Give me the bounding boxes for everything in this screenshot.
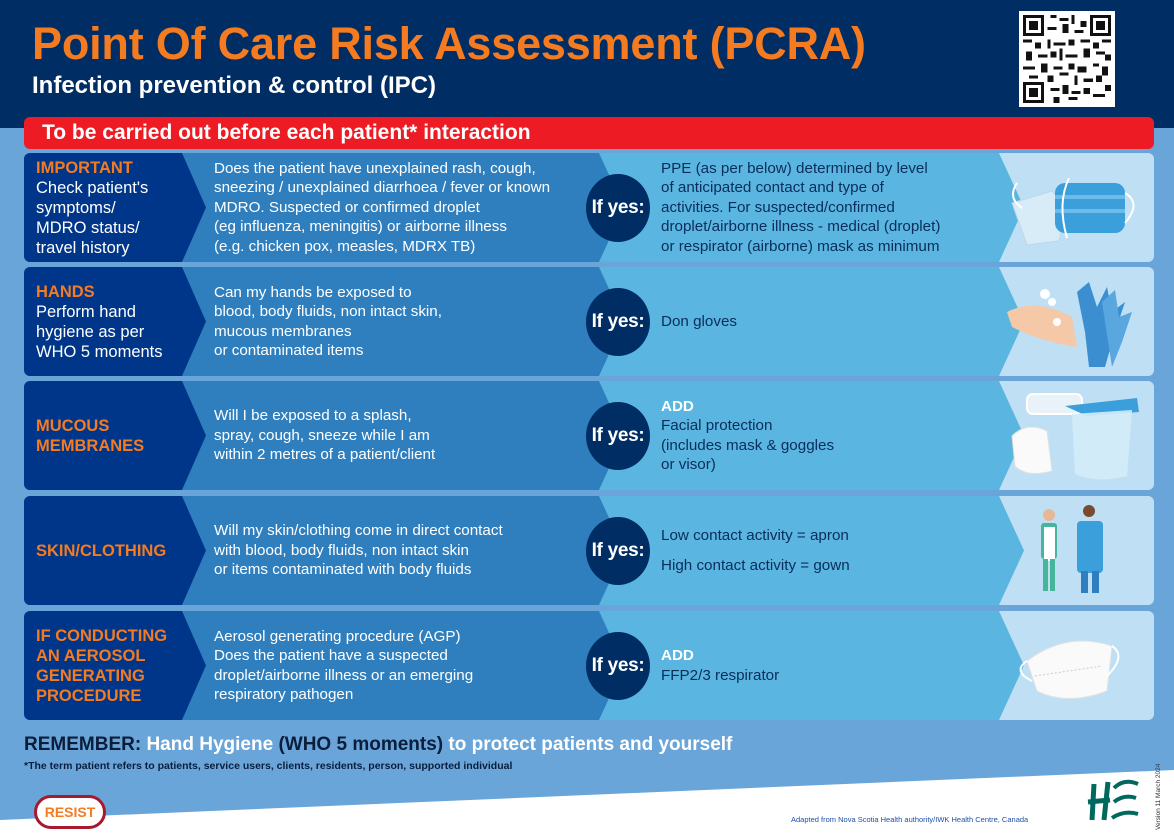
header: Point Of Care Risk Assessment (PCRA) Inf… [0, 0, 1174, 128]
add-label: ADD [661, 397, 694, 415]
row-category: MUCOUS MEMBRANES [36, 381, 186, 490]
face-shield-icon [989, 381, 1154, 490]
row-answer: ADD Facial protection (includes mask & g… [661, 381, 991, 490]
page-title: Point Of Care Risk Assessment (PCRA) [32, 18, 866, 69]
row-answer: PPE (as per below) determined by level o… [661, 159, 941, 255]
version-text: Version 11 March 2024 [1155, 763, 1162, 830]
category-heading: IF CONDUCTING [36, 626, 168, 645]
qr-code-icon[interactable] [1019, 11, 1115, 107]
category-heading: SKIN/CLOTHING [36, 541, 167, 560]
if-yes-badge: If yes: [586, 516, 650, 585]
row-question: Will I be exposed to a splash, spray, co… [214, 407, 436, 464]
assessment-row-important: IMPORTANT Check patient's symptoms/ MDRO… [24, 153, 1154, 262]
hse-logo-icon [1082, 776, 1142, 826]
apron-gown-icon [989, 496, 1154, 605]
adapted-credit: Adapted from Nova Scotia Health authorit… [791, 815, 1029, 824]
assessment-row-mucous-membranes: MUCOUS MEMBRANES Will I be exposed to a … [24, 381, 1154, 490]
add-label: ADD [661, 647, 694, 664]
category-heading: IMPORTANT [36, 158, 133, 177]
assessment-row-aerosol-procedure: IF CONDUCTING AN AEROSOL GENERATING PROC… [24, 611, 1154, 720]
resist-logo: RESIST [34, 795, 106, 829]
category-heading: MUCOUS [36, 416, 110, 435]
gloves-icon [989, 267, 1154, 376]
row-category: SKIN/CLOTHING [36, 496, 186, 605]
masks-icon [989, 153, 1154, 262]
row-category: IMPORTANT Check patient's symptoms/ MDRO… [36, 153, 186, 262]
if-yes-badge: If yes: [586, 173, 650, 242]
footer-swoosh [0, 770, 1174, 835]
if-yes-badge: If yes: [586, 287, 650, 356]
if-yes-badge: If yes: [586, 401, 650, 470]
row-category: HANDS Perform hand hygiene as per WHO 5 … [36, 267, 186, 376]
row-question: Will my skin/clothing come in direct con… [214, 522, 503, 579]
row-question: Can my hands be exposed to blood, body f… [214, 283, 442, 360]
footnote: *The term patient refers to patients, se… [24, 760, 513, 772]
page-subtitle: Infection prevention & control (IPC) [32, 72, 437, 99]
row-question: Aerosol generating procedure (AGP) Does … [214, 627, 474, 704]
respirator-icon [989, 611, 1154, 720]
assessment-row-skin-clothing: SKIN/CLOTHING Will my skin/clothing come… [24, 496, 1154, 605]
row-question: Does the patient have unexplained rash, … [214, 159, 551, 255]
category-heading: HANDS [36, 282, 95, 301]
if-yes-badge: If yes: [586, 631, 650, 700]
row-answer: ADD FFP2/3 respirator [661, 611, 991, 720]
row-answer: Low contact activity = apron High contac… [661, 527, 850, 574]
remember-message: REMEMBER: Hand Hygiene (WHO 5 moments) t… [24, 734, 733, 755]
row-answer: Don gloves [661, 312, 737, 330]
assessment-row-hands: HANDS Perform hand hygiene as per WHO 5 … [24, 267, 1154, 376]
instruction-banner: To be carried out before each patient* i… [24, 117, 1154, 149]
row-category: IF CONDUCTING AN AEROSOL GENERATING PROC… [36, 611, 186, 720]
